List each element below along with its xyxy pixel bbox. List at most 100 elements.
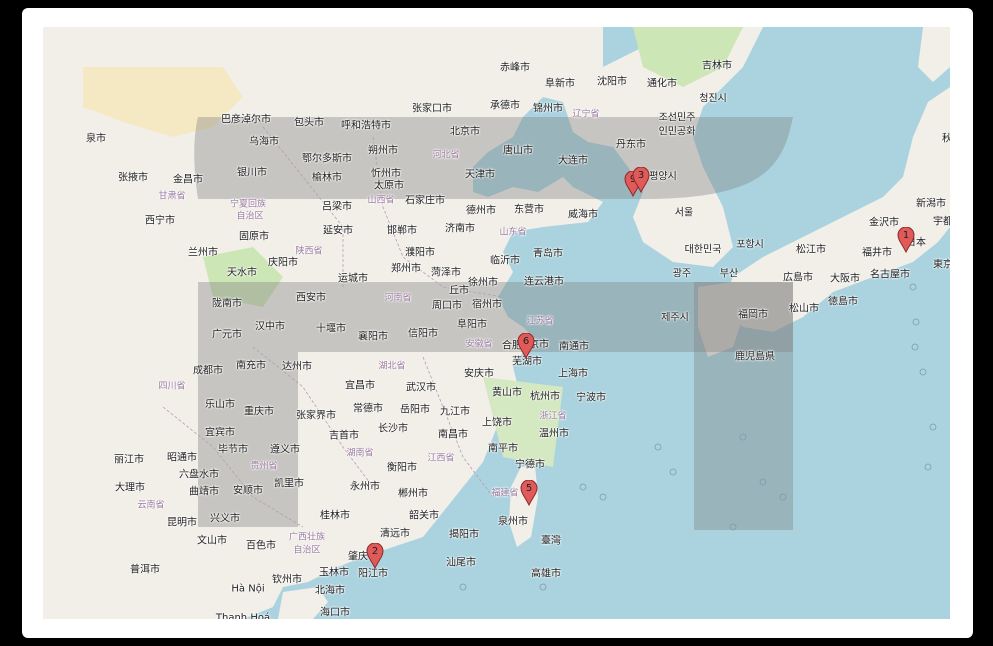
city-label: 太原市 <box>374 180 404 192</box>
city-label: 六盘水市 <box>179 469 219 481</box>
city-label: 大理市 <box>115 482 145 494</box>
city-label: 武汉市 <box>406 382 436 394</box>
marker-label: 1 <box>902 230 910 241</box>
city-label: 凯里市 <box>274 478 304 490</box>
city-label: 广元市 <box>212 329 242 341</box>
city-label: 安庆市 <box>464 368 494 380</box>
map-view[interactable]: 赤峰市阜新市沈阳市通化市吉林市札幌市青森市秋田市仙台市新潟市宇都宮市日本東京都福… <box>43 27 950 619</box>
city-label: 陕西省 <box>295 246 323 257</box>
city-label: 张掖市 <box>118 172 148 184</box>
city-label: 曲靖市 <box>189 486 219 498</box>
city-label: 贵州省 <box>250 461 278 472</box>
city-label: 巴彦淖尔市 <box>221 114 271 126</box>
city-label: 银川市 <box>237 167 267 179</box>
city-label: 钦州市 <box>272 574 302 586</box>
city-label: 承德市 <box>490 100 520 112</box>
city-label: 黄山市 <box>492 387 522 399</box>
city-label: 松江市 <box>796 244 826 256</box>
marker-label: 2 <box>371 546 379 557</box>
city-label: 大连市 <box>558 155 588 167</box>
city-label: 宁夏回族 <box>229 199 267 210</box>
map-marker-6[interactable]: 6 <box>517 333 535 359</box>
city-label: 河北省 <box>432 150 460 161</box>
land-japan-honshu <box>723 87 950 332</box>
city-label: 海口市 <box>320 607 350 619</box>
overlay-central-band <box>298 282 793 352</box>
overlay-east-column <box>694 282 793 530</box>
marker-pin-icon <box>897 227 915 253</box>
city-label: 忻州市 <box>371 168 401 180</box>
city-label: 甘肃省 <box>158 191 186 202</box>
city-label: 山西省 <box>367 195 395 206</box>
city-label: 阳江市 <box>358 568 388 580</box>
city-label: 百色市 <box>246 540 276 552</box>
city-label: 清远市 <box>380 528 410 540</box>
map-marker-3[interactable]: 3 <box>632 167 650 193</box>
map-marker-1[interactable]: 1 <box>897 227 915 253</box>
city-label: 安徽省 <box>465 339 493 350</box>
city-label: 济南市 <box>445 223 475 235</box>
city-label: 南昌市 <box>438 429 468 441</box>
city-label: 宇都宮市 <box>933 216 950 228</box>
city-label: 自治区 <box>293 545 321 556</box>
city-label: 石家庄市 <box>405 195 445 207</box>
city-label: Thanh Hoá <box>215 612 271 620</box>
city-label: 汉中市 <box>255 321 285 333</box>
city-label: 濮阳市 <box>405 247 435 259</box>
city-label: 文山市 <box>197 535 227 547</box>
city-label: 吉首市 <box>329 430 359 442</box>
city-label: 松山市 <box>789 303 819 315</box>
city-label: 金昌市 <box>173 174 203 186</box>
city-label: 江苏省 <box>526 316 554 327</box>
city-label: 阜新市 <box>545 78 575 90</box>
marker-pin-icon <box>366 543 384 569</box>
city-label: 西宁市 <box>145 215 175 227</box>
city-label: 九江市 <box>440 406 470 418</box>
city-label: 金沢市 <box>869 217 899 229</box>
city-label: 宁波市 <box>576 392 606 404</box>
city-label: 上海市 <box>558 368 588 380</box>
marker-label: 5 <box>525 483 533 494</box>
land-taiwan <box>509 465 538 547</box>
city-label: 唐山市 <box>503 145 533 157</box>
city-label: 朔州市 <box>368 145 398 157</box>
city-label: 昭通市 <box>167 452 197 464</box>
city-label: 福建省 <box>491 488 519 499</box>
city-label: 天水市 <box>227 267 257 279</box>
land-kyushu <box>698 282 743 357</box>
city-label: 宿州市 <box>472 299 502 311</box>
city-label: 信阳市 <box>408 328 438 340</box>
city-label: 阜阳市 <box>457 319 487 331</box>
city-label: 汕尾市 <box>446 557 476 569</box>
city-label: 襄阳市 <box>358 331 388 343</box>
city-label: 高雄市 <box>531 568 561 580</box>
city-label: 锦州市 <box>533 103 563 115</box>
overlay-north-band <box>194 117 793 199</box>
city-label: 四川省 <box>158 381 186 392</box>
city-label: 宁德市 <box>515 459 545 471</box>
city-label: 청진시 <box>699 93 727 105</box>
city-label: 芜湖市 <box>512 356 542 368</box>
map-marker-2[interactable]: 2 <box>366 543 384 569</box>
land-japan-north <box>918 27 950 82</box>
marker-label: 9 <box>629 174 637 185</box>
city-label: 临沂市 <box>490 255 520 267</box>
city-label: 遵义市 <box>270 444 300 456</box>
city-label: 重庆市 <box>244 406 274 418</box>
city-label: 北海市 <box>315 585 345 597</box>
overlay-west-block <box>198 282 298 527</box>
city-label: 泉市 <box>86 133 106 145</box>
city-label: 南京市 <box>519 339 549 351</box>
city-label: 丘市 <box>449 285 469 297</box>
city-label: 毕节市 <box>218 444 248 456</box>
city-label: 東京都 <box>933 259 950 271</box>
city-label: 威海市 <box>568 209 598 221</box>
city-label: 서울 <box>674 207 694 219</box>
city-label: 德州市 <box>466 205 496 217</box>
city-label: 乐山市 <box>205 399 235 411</box>
city-label: 郴州市 <box>398 488 428 500</box>
city-label: 福井市 <box>862 247 892 259</box>
city-label: 通化市 <box>647 78 677 90</box>
city-label: 常德市 <box>353 403 383 415</box>
map-marker-5[interactable]: 5 <box>520 480 538 506</box>
